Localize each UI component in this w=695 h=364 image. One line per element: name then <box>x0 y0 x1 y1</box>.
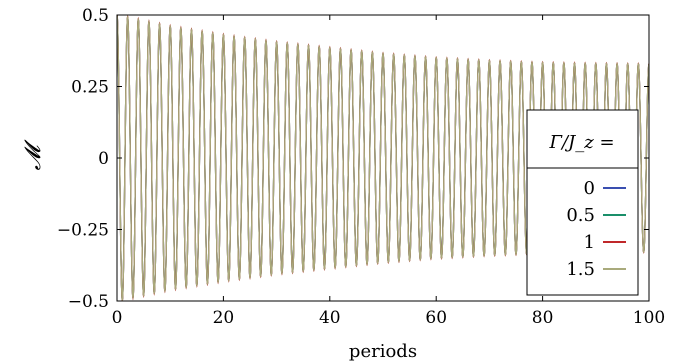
x-tick-label: 100 <box>633 308 665 328</box>
legend-title: Γ/J_z = <box>548 132 614 153</box>
legend-items: 0 0.5 1 1.5 <box>566 178 626 280</box>
y-tick-label: 0 <box>98 149 109 169</box>
x-tick-label: 20 <box>213 308 235 328</box>
x-tick-label: 60 <box>425 308 447 328</box>
x-axis-title: periods <box>349 341 417 362</box>
x-tick-label: 80 <box>532 308 554 328</box>
legend: Γ/J_z = 0 0.5 1 1.5 <box>526 109 639 296</box>
legend-label: 1.5 <box>566 259 595 280</box>
legend-label: 0.5 <box>566 205 595 226</box>
y-tick-label: −0.25 <box>57 221 109 241</box>
legend-box <box>526 109 639 296</box>
x-tick-label: 40 <box>319 308 341 328</box>
x-tick-label: 0 <box>112 308 123 328</box>
y-tick-label: 0.5 <box>82 6 109 26</box>
y-tick-label: 0.25 <box>71 78 109 98</box>
legend-label: 0 <box>584 178 595 199</box>
y-axis-title: 𝓜 <box>21 139 46 170</box>
legend-label: 1 <box>584 232 595 253</box>
ticks-layer: 0 20 40 60 80 100 −0.5 −0.25 0 0.25 0.5 <box>57 6 665 328</box>
y-tick-label: −0.5 <box>68 292 109 312</box>
